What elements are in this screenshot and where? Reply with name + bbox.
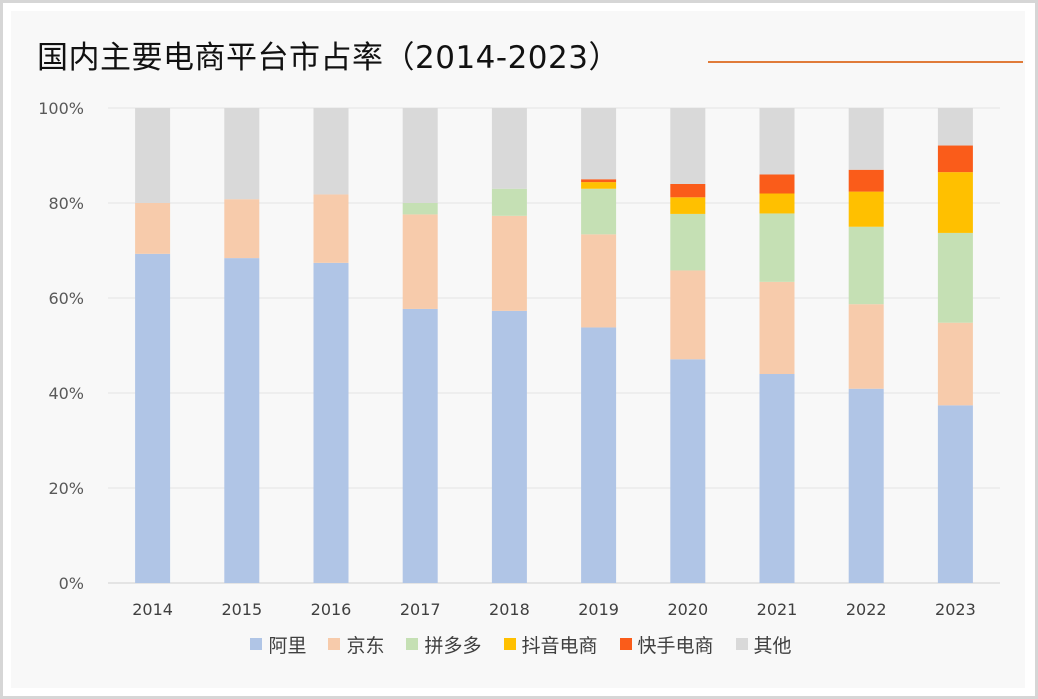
legend-item: 阿里	[250, 631, 306, 658]
bar-segment-2015-其他	[224, 108, 260, 200]
x-tick-label: 2017	[400, 600, 441, 619]
legend-label: 快手电商	[637, 634, 714, 657]
legend-swatch	[406, 638, 419, 650]
bar-segment-2023-快手电商	[937, 145, 973, 173]
bar-segment-2023-抖音电商	[937, 172, 973, 233]
y-tick-label: 20%	[48, 479, 84, 498]
x-tick-label: 2016	[311, 600, 352, 619]
x-tick-label: 2023	[935, 600, 976, 619]
bar-segment-2022-拼多多	[848, 226, 884, 305]
x-tick-label: 2015	[221, 600, 262, 619]
x-tick-label: 2020	[667, 600, 708, 619]
bar-segment-2020-快手电商	[670, 184, 706, 198]
legend-item: 拼多多	[406, 631, 482, 658]
bar-segment-2022-快手电商	[848, 169, 884, 192]
bar-segment-2023-其他	[937, 108, 973, 146]
bar-segment-2016-其他	[313, 108, 349, 195]
legend-swatch	[619, 638, 632, 650]
bar-2017	[402, 108, 438, 583]
bar-segment-2019-阿里	[581, 327, 617, 583]
bar-2014	[135, 108, 171, 583]
legend-label: 其他	[753, 634, 792, 657]
bar-segment-2018-阿里	[491, 310, 527, 583]
legend-item: 快手电商	[619, 631, 714, 658]
x-tick-label: 2022	[846, 600, 887, 619]
legend-item: 抖音电商	[503, 631, 598, 658]
bar-2021	[759, 108, 795, 583]
bar-segment-2014-阿里	[135, 253, 171, 583]
legend: 阿里 京东 拼多多 抖音电商 快手电商 其他	[0, 630, 1038, 658]
legend-swatch	[735, 638, 748, 650]
bar-segment-2021-阿里	[759, 374, 795, 583]
x-tick-label: 2021	[757, 600, 798, 619]
bar-segment-2014-其他	[135, 108, 171, 203]
legend-item: 其他	[735, 631, 792, 658]
y-tick-label: 80%	[48, 194, 84, 213]
x-tick-label: 2019	[578, 600, 619, 619]
bar-segment-2022-抖音电商	[848, 191, 884, 227]
x-tick-label: 2018	[489, 600, 530, 619]
y-axis: 0% 20% 40% 60% 80% 100%	[38, 99, 84, 593]
bar-2015	[224, 108, 260, 583]
bar-segment-2018-其他	[491, 108, 527, 189]
bar-segment-2017-阿里	[402, 308, 438, 583]
bar-segment-2021-快手电商	[759, 174, 795, 194]
bar-segment-2019-其他	[581, 108, 617, 180]
bar-segment-2019-抖音电商	[581, 182, 617, 189]
legend-label: 拼多多	[424, 634, 482, 657]
x-axis: 2014 2015 2016 2017 2018 2019 2020 2021 2022 2023	[132, 600, 976, 619]
bar-segment-2015-阿里	[224, 258, 260, 583]
bar-2020	[670, 108, 706, 583]
bar-2019	[581, 108, 617, 583]
x-tick-label: 2014	[132, 600, 173, 619]
y-tick-label: 100%	[38, 99, 84, 118]
bar-segment-2017-拼多多	[402, 203, 438, 215]
bar-segment-2021-京东	[759, 281, 795, 374]
bars	[135, 108, 973, 583]
bar-segment-2018-拼多多	[491, 188, 527, 216]
chart-title: 国内主要电商平台市占率（2014-2023）	[37, 40, 620, 76]
bar-segment-2016-阿里	[313, 262, 349, 583]
legend-label: 京东	[346, 634, 385, 657]
bar-2022	[848, 108, 884, 583]
legend-swatch	[503, 638, 516, 650]
y-tick-label: 0%	[59, 574, 84, 593]
bar-segment-2014-京东	[135, 203, 171, 254]
title-accent-line	[708, 61, 1023, 63]
bar-segment-2021-抖音电商	[759, 193, 795, 214]
legend-swatch	[250, 638, 263, 650]
bar-2023	[937, 108, 973, 583]
bar-segment-2023-阿里	[937, 405, 973, 583]
legend-label: 抖音电商	[521, 634, 598, 657]
bar-segment-2018-京东	[491, 215, 527, 311]
bar-2018	[491, 108, 527, 583]
bar-segment-2019-拼多多	[581, 188, 617, 235]
y-tick-label: 60%	[48, 289, 84, 308]
bar-segment-2016-京东	[313, 194, 349, 263]
bar-segment-2020-其他	[670, 108, 706, 184]
bar-segment-2019-京东	[581, 234, 617, 328]
y-tick-label: 40%	[48, 384, 84, 403]
bar-segment-2015-京东	[224, 199, 260, 259]
legend-swatch	[328, 638, 341, 650]
legend-item: 京东	[328, 631, 384, 658]
legend-label: 阿里	[268, 634, 307, 657]
bar-segment-2021-其他	[759, 108, 795, 175]
bar-segment-2023-拼多多	[937, 232, 973, 323]
bar-segment-2022-其他	[848, 108, 884, 170]
bar-segment-2020-阿里	[670, 359, 706, 583]
bar-segment-2023-京东	[937, 322, 973, 406]
bar-segment-2019-快手电商	[581, 179, 617, 183]
bar-segment-2022-京东	[848, 304, 884, 389]
bar-segment-2017-京东	[402, 214, 438, 309]
bar-segment-2017-其他	[402, 108, 438, 203]
bar-segment-2020-抖音电商	[670, 197, 706, 214]
bar-segment-2021-拼多多	[759, 213, 795, 282]
bar-segment-2022-阿里	[848, 388, 884, 583]
bar-segment-2020-京东	[670, 270, 706, 360]
bar-segment-2020-拼多多	[670, 213, 706, 271]
bar-2016	[313, 108, 349, 583]
